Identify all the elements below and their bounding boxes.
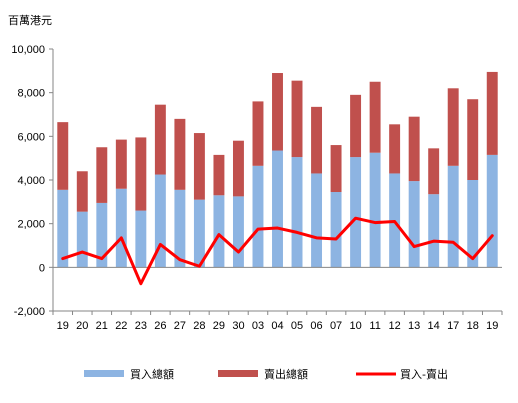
x-tick-label: 06 bbox=[310, 320, 322, 332]
bar-sell bbox=[76, 171, 88, 212]
bar-buy bbox=[467, 180, 479, 268]
x-tick-label: 22 bbox=[115, 320, 127, 332]
bar-buy bbox=[213, 195, 225, 268]
bar-sell bbox=[389, 124, 401, 174]
x-tick-label: 11 bbox=[369, 320, 380, 332]
bar-sell bbox=[486, 71, 498, 155]
y-tick-label: 8,000 bbox=[17, 88, 45, 100]
y-tick-label: -2,000 bbox=[14, 306, 45, 318]
bar-sell bbox=[467, 99, 479, 180]
x-tick-label: 13 bbox=[408, 320, 420, 332]
bar-buy bbox=[311, 173, 323, 268]
x-tick-label: 19 bbox=[57, 320, 69, 332]
bar-buy bbox=[154, 174, 166, 268]
bar-sell bbox=[408, 116, 420, 182]
bar-buy bbox=[486, 154, 498, 268]
bar-sell bbox=[135, 137, 147, 211]
bar-buy bbox=[428, 194, 440, 268]
bar-buy bbox=[291, 157, 303, 268]
bar-buy bbox=[330, 192, 342, 268]
bar-buy bbox=[232, 196, 244, 268]
x-tick-label: 30 bbox=[232, 320, 244, 332]
bar-sell bbox=[428, 148, 440, 195]
net-line bbox=[61, 216, 494, 286]
x-tick-label: 05 bbox=[291, 320, 303, 332]
x-tick-label: 12 bbox=[389, 320, 401, 332]
bar-buy bbox=[174, 189, 186, 268]
x-tick-label: 19 bbox=[486, 320, 498, 332]
legend-label-buy: 買入總額 bbox=[130, 367, 174, 381]
bar-buy bbox=[350, 157, 362, 268]
bar-buy bbox=[57, 189, 69, 268]
bar-sell bbox=[350, 94, 362, 158]
x-tick-label: 21 bbox=[96, 320, 108, 332]
x-tick-label: 20 bbox=[76, 320, 88, 332]
bar-sell bbox=[252, 101, 264, 166]
unit-label: 百萬港元 bbox=[8, 14, 52, 27]
x-tick-label: 23 bbox=[135, 320, 147, 332]
bar-sell bbox=[272, 73, 283, 151]
x-tick-label: 18 bbox=[467, 320, 479, 332]
y-tick-label: 10,000 bbox=[11, 44, 45, 56]
y-tick-label: 2,000 bbox=[17, 219, 45, 231]
bar-sell bbox=[447, 88, 459, 166]
bar-buy bbox=[369, 152, 381, 268]
x-tick-label: 28 bbox=[193, 320, 205, 332]
x-tick-label: 27 bbox=[174, 320, 186, 332]
bar-buy bbox=[408, 181, 420, 268]
bar-sell bbox=[193, 133, 205, 200]
bars bbox=[57, 71, 498, 268]
bar-sell bbox=[369, 81, 381, 153]
bar-buy bbox=[135, 210, 147, 268]
bar-buy bbox=[447, 165, 459, 268]
bar-sell bbox=[291, 80, 303, 158]
bar-sell bbox=[174, 118, 186, 190]
y-tick-label: 0 bbox=[39, 262, 45, 274]
bar-sell bbox=[96, 147, 108, 203]
x-tick-label: 07 bbox=[330, 320, 342, 332]
bar-sell bbox=[115, 139, 127, 189]
bar-sell bbox=[154, 104, 166, 175]
bar-sell bbox=[232, 140, 244, 197]
x-tick-label: 10 bbox=[349, 320, 361, 332]
x-tick-label: 03 bbox=[252, 320, 264, 332]
bar-buy bbox=[115, 188, 127, 268]
x-tick-label: 04 bbox=[271, 320, 283, 332]
x-axis-ticks: 19 20 21 22 23 26 27 28 29 30 03 04 05 06 07 10 11 12 13 14… bbox=[57, 320, 499, 332]
bar-buy bbox=[76, 211, 88, 268]
legend-swatch-sell bbox=[218, 370, 258, 377]
legend-label-sell: 賣出總額 bbox=[264, 367, 308, 381]
net-line-path bbox=[61, 216, 494, 286]
bar-buy bbox=[252, 165, 264, 268]
legend: 買入總額 賣出總額 買入-賣出 bbox=[84, 367, 448, 381]
x-tick-label: 14 bbox=[428, 320, 440, 332]
y-tick-label: 6,000 bbox=[17, 131, 45, 143]
bar-buy bbox=[272, 150, 283, 268]
bar-sell bbox=[330, 145, 342, 193]
legend-label-net: 買入-賣出 bbox=[400, 367, 448, 381]
y-tick-label: 4,000 bbox=[17, 175, 45, 187]
bar-buy bbox=[96, 202, 108, 268]
axes bbox=[52, 49, 503, 315]
x-tick-label: 26 bbox=[154, 320, 166, 332]
bar-sell bbox=[213, 154, 225, 196]
x-tick-label: 17 bbox=[447, 320, 459, 332]
bar-buy bbox=[193, 199, 205, 268]
legend-swatch-buy bbox=[84, 370, 124, 377]
bar-sell bbox=[311, 106, 323, 174]
y-axis-ticks: -2,000 0 2,000 4,000 6,000 8,000 10,000 bbox=[11, 44, 53, 318]
x-tick-label: 29 bbox=[213, 320, 225, 332]
bar-sell bbox=[57, 122, 69, 190]
